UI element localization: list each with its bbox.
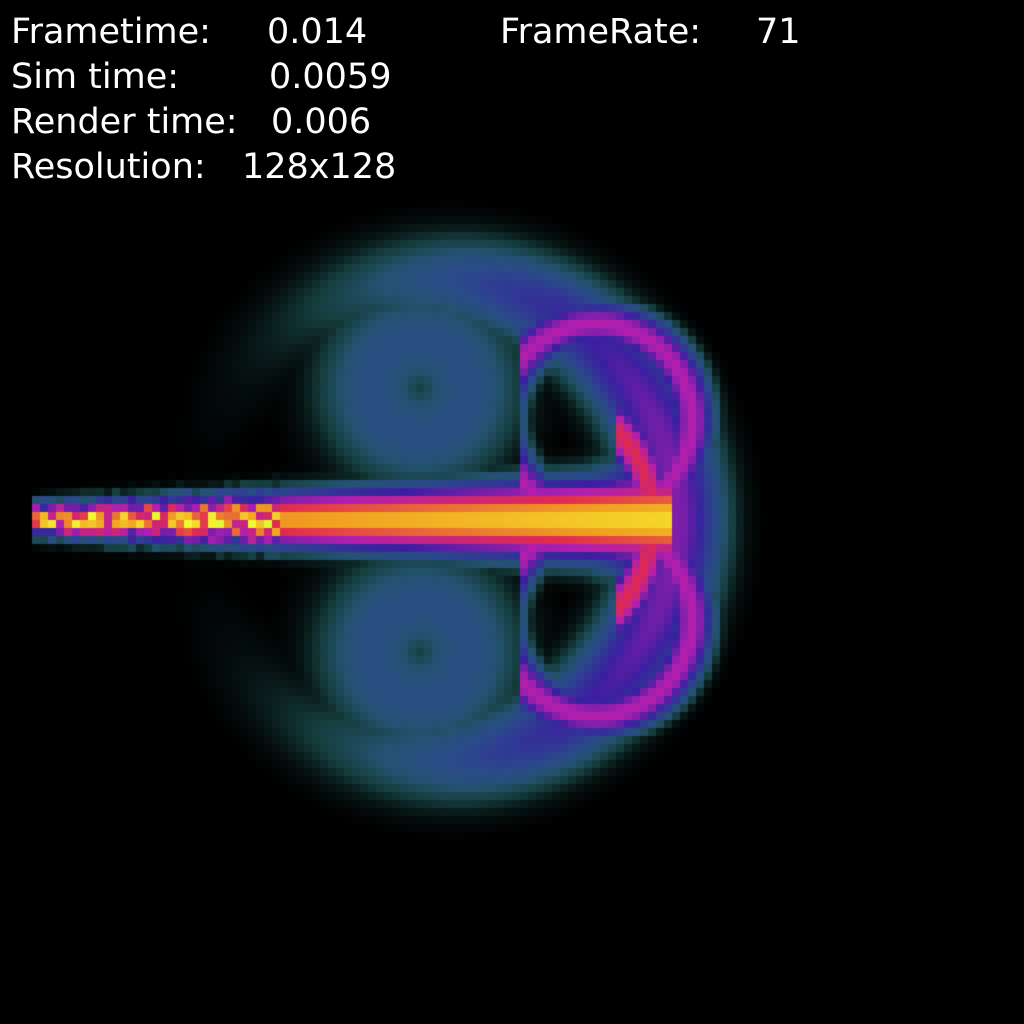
resolution-value: 128x128 bbox=[242, 147, 397, 187]
sim-time-label: Sim time: bbox=[11, 57, 180, 97]
resolution-label: Resolution: bbox=[11, 147, 206, 187]
render-time-label: Render time: bbox=[11, 102, 238, 142]
render-time-value: 0.006 bbox=[271, 102, 372, 142]
stats-overlay: Frametime: 0.014 FrameRate: 71 Sim time:… bbox=[0, 0, 1024, 200]
render-time-row: Render time: 0.006 bbox=[11, 100, 371, 145]
framerate-row: FrameRate: 71 bbox=[500, 10, 801, 55]
frametime-value: 0.014 bbox=[267, 12, 368, 52]
sim-time-value: 0.0059 bbox=[269, 57, 392, 97]
frametime-row: Frametime: 0.014 bbox=[11, 10, 367, 55]
framerate-value: 71 bbox=[756, 12, 801, 52]
resolution-row: Resolution: 128x128 bbox=[11, 145, 396, 190]
sim-time-row: Sim time: 0.0059 bbox=[11, 55, 391, 100]
frametime-label: Frametime: bbox=[11, 12, 211, 52]
framerate-label: FrameRate: bbox=[500, 12, 702, 52]
